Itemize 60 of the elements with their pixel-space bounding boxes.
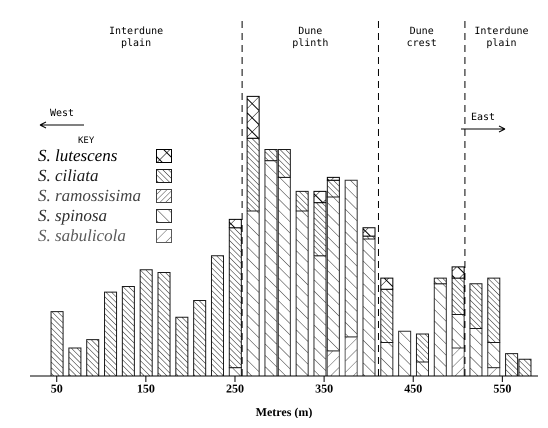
- bar: [344, 180, 358, 338]
- bar: [487, 342, 500, 368]
- bar: [452, 314, 465, 349]
- bar: [362, 238, 376, 376]
- x-tick-label: 50: [50, 382, 63, 396]
- legend-entry: S. ramossisima: [38, 186, 172, 206]
- bar: [434, 278, 447, 284]
- bar: [326, 176, 340, 181]
- bar: [452, 348, 465, 376]
- bar: [326, 350, 340, 376]
- bar: [344, 336, 358, 376]
- bar: [398, 330, 412, 376]
- bar: [175, 316, 188, 376]
- bar: [193, 300, 206, 376]
- bar: [380, 288, 394, 343]
- bar: [452, 278, 465, 315]
- text: Interdune plain: [473, 26, 530, 50]
- bar: [246, 138, 260, 212]
- legend-label: S. sabulicola: [38, 226, 127, 246]
- x-tick-label: 350: [315, 382, 334, 396]
- bar: [416, 334, 429, 363]
- bar: [228, 227, 242, 368]
- bar: [296, 210, 309, 376]
- bar: [469, 283, 482, 329]
- x-tick-label: 450: [404, 382, 422, 396]
- bar: [416, 362, 429, 376]
- legend-entry: S. lutescens: [38, 146, 172, 166]
- legend-entry: S. sabulicola: [38, 226, 172, 246]
- bar: [210, 255, 224, 376]
- text: Interdune plain: [108, 26, 164, 50]
- legend-entry: S. ciliata: [38, 166, 172, 186]
- legend-label: S. ramossisima: [38, 186, 142, 206]
- bar: [246, 96, 260, 139]
- bar: [313, 202, 326, 256]
- x-tick-label: 250: [226, 382, 244, 396]
- bar: [326, 180, 340, 198]
- bar: [158, 272, 171, 376]
- bar: [296, 190, 309, 212]
- legend-title: KEY: [78, 136, 96, 146]
- bar: [434, 283, 447, 376]
- bar: [122, 286, 135, 376]
- bar: [50, 311, 64, 376]
- bar: [362, 227, 376, 237]
- bar: [487, 278, 500, 343]
- text: Dune crest: [406, 26, 438, 50]
- annotation: West: [48, 108, 76, 119]
- bar: [313, 190, 326, 204]
- bar: [104, 292, 118, 376]
- annotation: East: [470, 112, 496, 123]
- x-tick-label: 550: [493, 382, 512, 396]
- legend-entry: S. spinosa: [38, 206, 172, 226]
- bar: [469, 328, 482, 376]
- bar: [140, 269, 153, 376]
- x-tick-label: 150: [136, 382, 155, 396]
- bar: [68, 348, 82, 376]
- bar: [246, 210, 260, 376]
- bar: [380, 342, 394, 376]
- legend-label: S. lutescens: [38, 146, 118, 166]
- bar: [86, 339, 100, 376]
- text: Dune plinth: [291, 26, 330, 50]
